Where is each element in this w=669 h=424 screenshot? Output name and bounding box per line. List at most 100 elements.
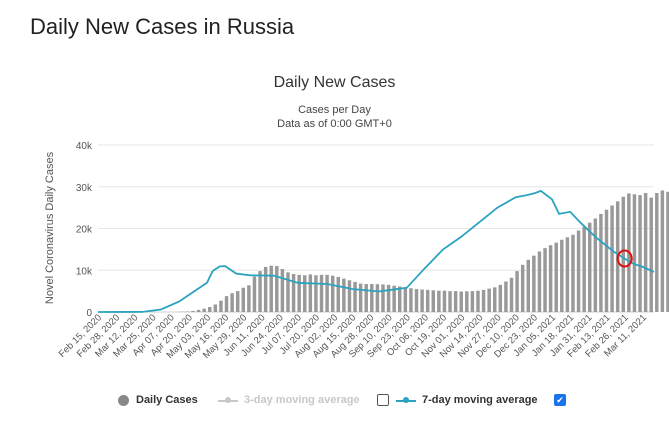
daily-case-bar bbox=[481, 289, 486, 312]
daily-case-bar bbox=[448, 291, 452, 312]
highlight-circle bbox=[616, 249, 633, 268]
page-title: Daily New Cases in Russia bbox=[30, 14, 295, 39]
daily-cases-bars bbox=[180, 190, 669, 312]
daily-case-bar bbox=[476, 290, 480, 312]
legend-line-icon bbox=[218, 395, 238, 406]
daily-case-bar bbox=[655, 193, 659, 312]
daily-case-bar bbox=[599, 213, 603, 312]
daily-case-bar bbox=[330, 275, 335, 312]
daily-case-bar bbox=[224, 296, 229, 312]
daily-case-bar bbox=[269, 265, 273, 312]
daily-case-bar bbox=[263, 266, 268, 312]
legend-seven-day-average[interactable]: 7-day moving average bbox=[396, 391, 538, 409]
daily-case-bar bbox=[487, 288, 491, 312]
daily-case-bar bbox=[319, 274, 324, 312]
daily-case-bar bbox=[235, 291, 240, 312]
daily-case-bar bbox=[392, 285, 396, 312]
daily-case-bar bbox=[442, 290, 447, 312]
daily-case-bar bbox=[649, 197, 653, 312]
daily-case-bar bbox=[548, 245, 553, 312]
daily-case-bar bbox=[370, 284, 374, 312]
chart-data-date: Data as of 0:00 GMT+0 bbox=[277, 118, 392, 130]
daily-case-bar bbox=[571, 234, 575, 312]
daily-case-bar bbox=[420, 289, 424, 312]
y-tick-labels: 0 10k 20k 30k 40k bbox=[76, 141, 93, 319]
daily-case-bar bbox=[660, 190, 665, 312]
daily-case-bar bbox=[593, 218, 598, 312]
daily-case-bar bbox=[543, 248, 547, 312]
y-tick-label: 20k bbox=[76, 225, 93, 236]
legend-line-icon bbox=[396, 395, 416, 406]
daily-case-bar bbox=[286, 272, 290, 312]
daily-case-bar bbox=[526, 259, 531, 312]
daily-case-bar bbox=[560, 239, 564, 312]
daily-case-bar bbox=[498, 284, 503, 312]
legend-three-day-average[interactable]: 3-day moving average bbox=[218, 391, 360, 409]
y-axis-label: Novel Coronavirus Daily Cases bbox=[44, 151, 56, 304]
daily-case-bar bbox=[297, 274, 301, 312]
legend-daily-cases[interactable]: Daily Cases bbox=[118, 391, 198, 409]
daily-case-bar bbox=[409, 288, 413, 312]
y-tick-label: 0 bbox=[86, 308, 92, 319]
daily-case-bar bbox=[275, 266, 279, 312]
daily-case-bar bbox=[303, 275, 307, 312]
legend-three-day-label: 3-day moving average bbox=[244, 394, 360, 406]
daily-case-bar bbox=[459, 291, 463, 312]
legend-seven-day-toggle[interactable]: ✔ bbox=[554, 391, 566, 409]
daily-case-bar bbox=[280, 268, 285, 312]
daily-case-bar bbox=[414, 289, 419, 312]
three-day-checkbox[interactable] bbox=[377, 394, 389, 406]
daily-case-bar bbox=[554, 242, 558, 312]
daily-case-bar bbox=[196, 309, 201, 312]
daily-case-bar bbox=[342, 278, 346, 312]
daily-case-bar bbox=[353, 281, 357, 312]
daily-case-bar bbox=[604, 209, 609, 312]
daily-case-bar bbox=[610, 205, 614, 312]
daily-case-bar bbox=[425, 289, 430, 312]
y-tick-label: 40k bbox=[76, 141, 93, 152]
daily-case-bar bbox=[537, 251, 542, 312]
daily-case-bar bbox=[431, 290, 436, 312]
daily-case-bar bbox=[386, 284, 391, 312]
daily-case-bar bbox=[509, 277, 514, 312]
daily-case-bar bbox=[230, 293, 234, 312]
daily-case-bar bbox=[638, 195, 642, 312]
daily-case-bar bbox=[465, 291, 469, 312]
legend-three-day-toggle[interactable] bbox=[377, 391, 389, 409]
daily-case-bar bbox=[336, 276, 341, 312]
daily-case-bar bbox=[219, 300, 223, 312]
daily-case-bar bbox=[621, 196, 625, 312]
daily-case-bar bbox=[582, 226, 586, 312]
daily-case-bar bbox=[504, 281, 508, 312]
daily-case-bar bbox=[643, 193, 648, 312]
daily-case-bar bbox=[398, 286, 402, 312]
daily-case-bar bbox=[632, 194, 637, 312]
daily-case-bar bbox=[308, 274, 313, 312]
daily-case-bar bbox=[375, 284, 380, 312]
daily-case-bar bbox=[252, 276, 257, 312]
chart-legend: Daily Cases 3-day moving average 7-day m… bbox=[0, 391, 669, 411]
seven-day-checkbox[interactable]: ✔ bbox=[554, 394, 566, 406]
daily-case-bar bbox=[364, 284, 368, 312]
daily-case-bar bbox=[453, 291, 458, 312]
daily-case-bar bbox=[241, 287, 246, 312]
y-tick-label: 10k bbox=[76, 266, 93, 277]
seven-day-average-line bbox=[97, 189, 655, 313]
daily-case-bar bbox=[213, 304, 218, 312]
daily-case-bar bbox=[247, 285, 251, 312]
daily-case-bar bbox=[185, 311, 190, 312]
daily-case-bar bbox=[347, 280, 352, 312]
daily-case-bar bbox=[493, 287, 497, 312]
daily-case-bar bbox=[565, 237, 570, 312]
daily-case-bar bbox=[381, 284, 385, 312]
chart-subtitle: Cases per Day bbox=[298, 104, 371, 116]
daily-case-bar bbox=[403, 287, 408, 312]
daily-case-bar bbox=[291, 274, 296, 312]
y-tick-label: 30k bbox=[76, 183, 93, 194]
daily-case-bar bbox=[520, 264, 525, 312]
daily-case-bar bbox=[588, 222, 592, 312]
daily-case-bar bbox=[666, 191, 669, 312]
daily-case-bar bbox=[532, 255, 536, 312]
